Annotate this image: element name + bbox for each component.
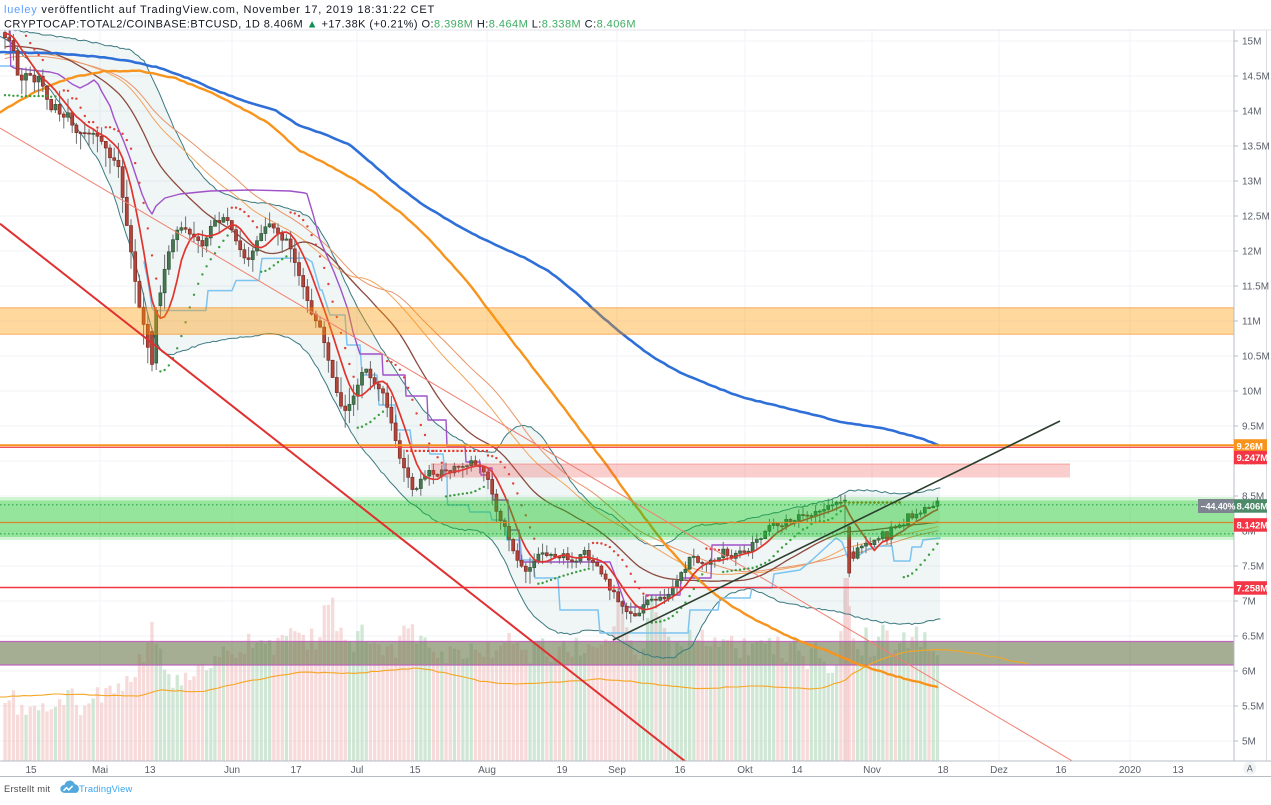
svg-text:8M: 8M <box>1242 527 1256 538</box>
svg-text:16: 16 <box>1055 765 1067 776</box>
svg-text:13: 13 <box>1172 765 1184 776</box>
svg-text:Jun: Jun <box>224 765 240 776</box>
svg-text:5.5M: 5.5M <box>1242 702 1264 713</box>
svg-text:Aug: Aug <box>478 765 496 776</box>
svg-text:Dez: Dez <box>990 765 1008 776</box>
svg-text:8.142M: 8.142M <box>1237 520 1269 531</box>
svg-text:9.5M: 9.5M <box>1242 422 1264 433</box>
svg-text:6M: 6M <box>1242 667 1256 678</box>
svg-text:14.5M: 14.5M <box>1242 72 1270 83</box>
svg-text:6.5M: 6.5M <box>1242 632 1264 643</box>
svg-text:lueley veröffentlicht auf Trad: lueley veröffentlicht auf TradingView.co… <box>4 4 435 16</box>
svg-text:8.5M: 8.5M <box>1242 492 1264 503</box>
svg-text:12M: 12M <box>1242 247 1261 258</box>
svg-text:11.5M: 11.5M <box>1242 282 1269 293</box>
svg-text:15: 15 <box>25 765 37 776</box>
svg-text:15M: 15M <box>1242 37 1261 48</box>
svg-text:5M: 5M <box>1242 737 1256 748</box>
svg-text:10M: 10M <box>1242 387 1261 398</box>
svg-text:TradingView: TradingView <box>79 784 132 794</box>
svg-text:7.258M: 7.258M <box>1237 583 1269 594</box>
svg-text:14: 14 <box>791 765 803 776</box>
svg-text:Sep: Sep <box>608 765 626 776</box>
svg-text:CRYPTOCAP:TOTAL2/COINBASE:BTCU: CRYPTOCAP:TOTAL2/COINBASE:BTCUSD, 1D 8.4… <box>4 19 636 31</box>
svg-text:Okt: Okt <box>737 765 753 776</box>
svg-text:A: A <box>1247 764 1253 774</box>
svg-text:19: 19 <box>556 765 568 776</box>
svg-text:16: 16 <box>674 765 686 776</box>
svg-text:−44.40%: −44.40% <box>1201 501 1236 511</box>
svg-text:Jul: Jul <box>351 765 364 776</box>
svg-text:8.406M: 8.406M <box>1237 501 1269 512</box>
svg-text:13M: 13M <box>1242 177 1261 188</box>
svg-text:7.5M: 7.5M <box>1242 562 1264 573</box>
svg-text:17: 17 <box>290 765 302 776</box>
svg-text:Nov: Nov <box>863 765 881 776</box>
svg-text:15: 15 <box>409 765 421 776</box>
svg-text:Erstellt mit: Erstellt mit <box>4 784 51 794</box>
svg-text:9.26M: 9.26M <box>1237 441 1263 452</box>
svg-text:7M: 7M <box>1242 597 1256 608</box>
svg-text:13.5M: 13.5M <box>1242 142 1270 153</box>
svg-text:14M: 14M <box>1242 107 1261 118</box>
svg-text:Mai: Mai <box>92 765 108 776</box>
svg-text:18: 18 <box>937 765 949 776</box>
svg-text:13: 13 <box>144 765 156 776</box>
svg-text:2020: 2020 <box>1119 765 1142 776</box>
svg-text:9.247M: 9.247M <box>1237 453 1269 464</box>
svg-text:11M: 11M <box>1242 317 1261 328</box>
svg-text:12.5M: 12.5M <box>1242 212 1270 223</box>
svg-text:10.5M: 10.5M <box>1242 352 1270 363</box>
